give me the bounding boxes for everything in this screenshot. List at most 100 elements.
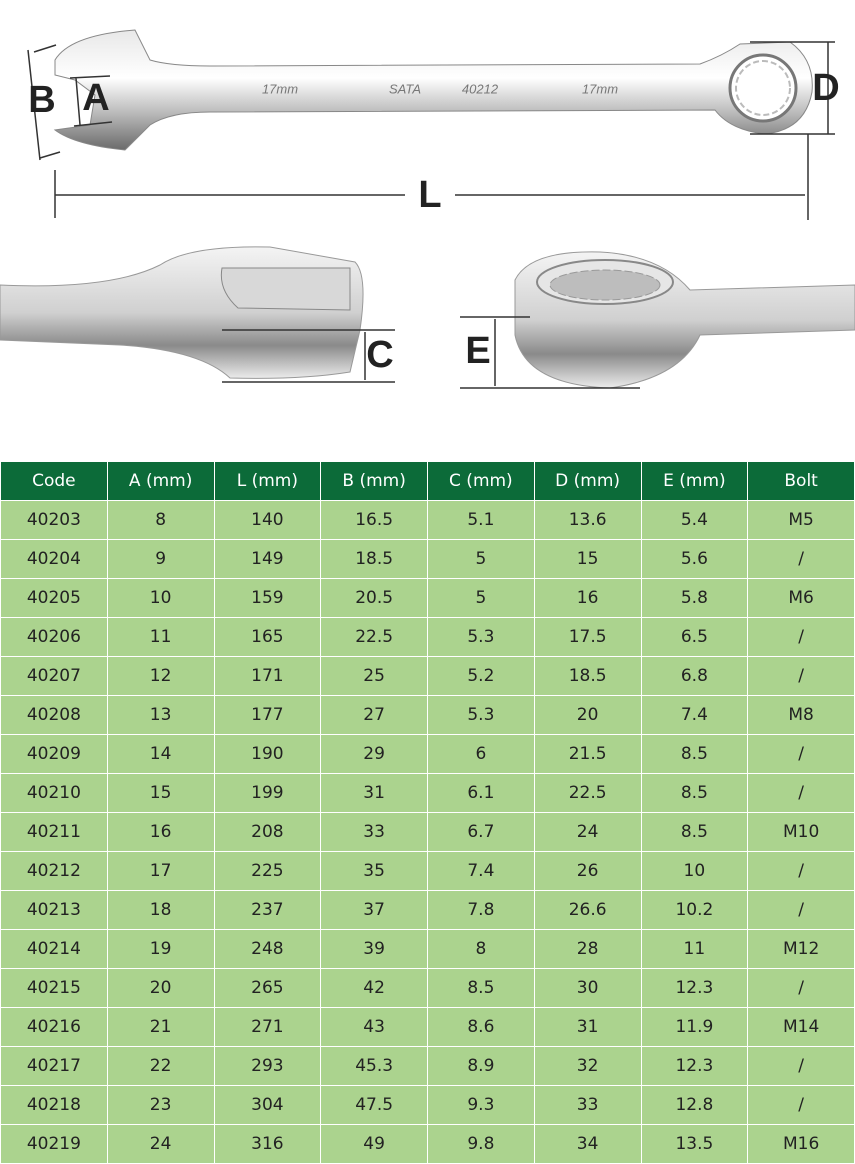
table-cell: 40211 (0, 812, 108, 852)
table-cell: 20 (533, 695, 642, 735)
table-cell: 40208 (0, 695, 108, 735)
table-cell: 5.8 (640, 578, 749, 618)
open-end-closeup (0, 246, 364, 379)
header-cell: E (mm) (640, 461, 749, 501)
table-cell: 40209 (0, 734, 108, 774)
table-row: 40219 24 316 49 9.8 34 13.5 M16 (0, 1124, 855, 1164)
table-cell: 8.5 (640, 734, 749, 774)
table-cell: 8.5 (640, 773, 749, 813)
table-cell: 171 (213, 656, 322, 696)
table-cell: 18 (106, 890, 215, 930)
table-cell: 304 (213, 1085, 322, 1125)
table-cell: 149 (213, 539, 322, 579)
table-cell: 6.5 (640, 617, 749, 657)
table-cell: M8 (747, 695, 855, 735)
table-cell: 8.5 (427, 968, 535, 1008)
table-cell: 5 (427, 578, 535, 618)
table-cell: M5 (747, 500, 855, 540)
table-cell: M16 (747, 1124, 855, 1164)
table-cell: 8.6 (427, 1007, 535, 1047)
table-cell: 7.4 (640, 695, 749, 735)
table-cell: 24 (533, 812, 642, 852)
table-cell: 8.5 (640, 812, 749, 852)
table-row: 40208 13 177 27 5.3 20 7.4 M8 (0, 695, 855, 735)
table-cell: 28 (533, 929, 642, 969)
table-cell: 40206 (0, 617, 108, 657)
table-cell: 40217 (0, 1046, 108, 1086)
table-cell: 11.9 (640, 1007, 749, 1047)
table-cell: 271 (213, 1007, 322, 1047)
table-cell: 39 (320, 929, 428, 969)
table-cell: 8 (106, 500, 215, 540)
table-cell: 15 (106, 773, 215, 813)
table-cell: 40205 (0, 578, 108, 618)
table-cell: 40216 (0, 1007, 108, 1047)
table-cell: 40218 (0, 1085, 108, 1125)
table-cell: 21.5 (533, 734, 642, 774)
table-cell: 9 (106, 539, 215, 579)
table-cell: M6 (747, 578, 855, 618)
table-cell: M10 (747, 812, 855, 852)
table-cell: 11 (640, 929, 749, 969)
table-cell: / (747, 890, 855, 930)
table-cell: 6.1 (427, 773, 535, 813)
table-cell: 10 (106, 578, 215, 618)
table-cell: 35 (320, 851, 428, 891)
label-d: D (812, 67, 839, 109)
label-l: L (418, 174, 441, 216)
table-cell: 23 (106, 1085, 215, 1125)
table-cell: 49 (320, 1124, 428, 1164)
table-cell: / (747, 851, 855, 891)
wrench-top: 17mm SATA 40212 17mm (53, 29, 813, 151)
table-cell: 26 (533, 851, 642, 891)
table-cell: 208 (213, 812, 322, 852)
table-cell: 8.9 (427, 1046, 535, 1086)
table-row: 40214 19 248 39 8 28 11 M12 (0, 929, 855, 969)
header-cell: L (mm) (213, 461, 322, 501)
table-cell: 40213 (0, 890, 108, 930)
table-cell: 27 (320, 695, 428, 735)
table-cell: 14 (106, 734, 215, 774)
table-cell: 13.5 (640, 1124, 749, 1164)
header-cell: D (mm) (533, 461, 642, 501)
table-cell: 5 (427, 539, 535, 579)
dimension-lines (222, 329, 395, 383)
table-cell: 237 (213, 890, 322, 930)
ring-end-closeup (514, 251, 855, 389)
table-cell: 16 (533, 578, 642, 618)
table-cell: 17 (106, 851, 215, 891)
table-cell: / (747, 1085, 855, 1125)
table-cell: 15 (533, 539, 642, 579)
table-cell: 18.5 (320, 539, 428, 579)
engraving: SATA (389, 81, 421, 96)
table-cell: 12 (106, 656, 215, 696)
table-cell: 13.6 (533, 500, 642, 540)
table-cell: 40210 (0, 773, 108, 813)
table-cell: M12 (747, 929, 855, 969)
table-cell: 248 (213, 929, 322, 969)
table-row: 40211 16 208 33 6.7 24 8.5 M10 (0, 812, 855, 852)
table-cell: 190 (213, 734, 322, 774)
table-row: 40216 21 271 43 8.6 31 11.9 M14 (0, 1007, 855, 1047)
table-cell: 9.8 (427, 1124, 535, 1164)
table-cell: 6 (427, 734, 535, 774)
table-cell: 40212 (0, 851, 108, 891)
label-a: A (82, 77, 109, 119)
table-cell: 26.6 (533, 890, 642, 930)
table-cell: 12.3 (640, 968, 749, 1008)
table-cell: 10 (640, 851, 749, 891)
table-cell: 5.3 (427, 617, 535, 657)
table-body: 40203 8 140 16.5 5.1 13.6 5.4 M5 40204 9 149 18.5 5 1… (0, 500, 855, 1164)
table-cell: 40204 (0, 539, 108, 579)
table-cell: / (747, 539, 855, 579)
table-cell: 5.2 (427, 656, 535, 696)
header-cell: Bolt (747, 461, 855, 501)
table-cell: 165 (213, 617, 322, 657)
table-row: 40213 18 237 37 7.8 26.6 10.2/ (0, 890, 855, 930)
table-cell: 40203 (0, 500, 108, 540)
table-cell: 43 (320, 1007, 428, 1047)
label-c: C (366, 334, 393, 376)
table-cell: 29 (320, 734, 428, 774)
table-cell: 8 (427, 929, 535, 969)
table-cell: 6.8 (640, 656, 749, 696)
